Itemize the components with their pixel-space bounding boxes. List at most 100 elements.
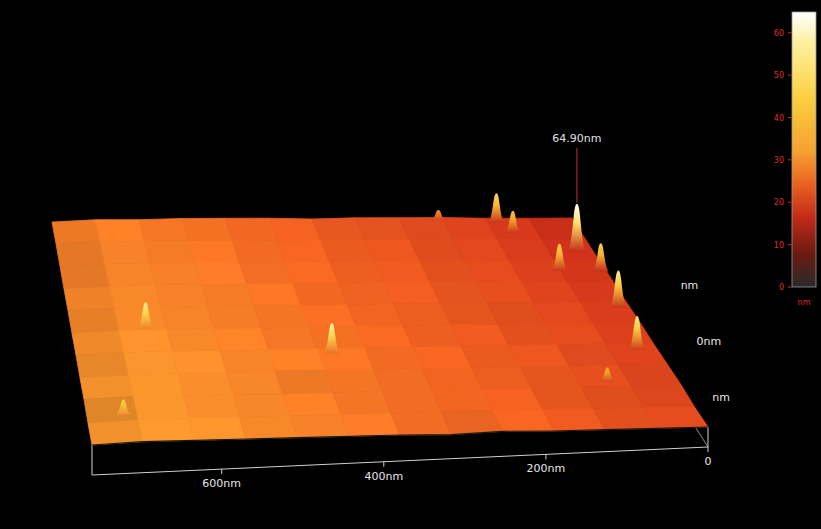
- surface-cell: [208, 305, 262, 328]
- surface-cell: [240, 415, 298, 439]
- surface-cell: [139, 219, 189, 242]
- surface-cell: [124, 352, 178, 375]
- peak: [610, 271, 626, 308]
- colorbar-tick-label: 10: [774, 241, 784, 250]
- surface-cell: [382, 391, 441, 414]
- surface-cell: [268, 349, 325, 371]
- surface-cell: [290, 414, 349, 438]
- peak: [506, 211, 521, 233]
- colorbar-tick: [788, 202, 792, 203]
- y-tick-label: nm: [712, 391, 730, 404]
- surface-cell: [261, 327, 317, 350]
- peak: [552, 244, 567, 271]
- surface-cell: [52, 220, 100, 244]
- surface-cell: [110, 285, 162, 308]
- surface-cell: [100, 241, 150, 264]
- surface-cell: [138, 418, 195, 442]
- x-tick: [221, 469, 222, 474]
- colorbar-tick-label: 60: [774, 29, 784, 38]
- surface-cell: [341, 414, 400, 436]
- peak: [138, 302, 153, 329]
- colorbar-tick: [788, 75, 792, 76]
- colorbar-tick-label: 30: [774, 156, 784, 165]
- peaks: [117, 193, 646, 414]
- peak: [324, 323, 340, 354]
- surface-cell: [240, 261, 293, 284]
- surface-cell: [365, 347, 423, 370]
- surface-cell: [182, 218, 232, 241]
- surface-cell: [293, 283, 347, 306]
- surface-cell: [64, 287, 114, 311]
- surface-cell: [580, 302, 640, 323]
- x-tick-label: 200nm: [527, 462, 566, 475]
- colorbar-tick-label: 20: [774, 198, 784, 207]
- surface-cell: [105, 264, 156, 287]
- surface: [52, 218, 708, 446]
- surface-cell: [227, 371, 283, 394]
- surface-cell: [72, 331, 124, 355]
- peak: [568, 204, 586, 252]
- y-tick-label: nm: [681, 279, 699, 292]
- surface-cell: [119, 330, 172, 352]
- peak: [629, 316, 645, 350]
- peak: [432, 210, 445, 220]
- colorbar-tick: [788, 117, 792, 118]
- surface-edge: [92, 427, 708, 445]
- surface-cell: [301, 305, 356, 327]
- surface-cell: [325, 370, 383, 393]
- surface-cell: [254, 305, 309, 328]
- surface-cell: [276, 370, 333, 394]
- surface-cell: [214, 328, 268, 350]
- surface-cell: [184, 394, 240, 418]
- colorbar-tick-label: 50: [774, 71, 784, 80]
- surface-cell: [593, 323, 654, 344]
- peak: [600, 368, 614, 382]
- surface-cell: [220, 350, 275, 373]
- surface-cell: [232, 240, 285, 262]
- annotations: 64.90nm: [552, 132, 601, 203]
- axes: 0200nm400nm600nmnm0nmnm: [92, 234, 730, 490]
- colorbar: 0 10 20 30 40 50 60 nm: [774, 12, 816, 307]
- surface-cell: [195, 262, 247, 284]
- surface-cell: [374, 368, 432, 391]
- x-tick-label: 0: [705, 455, 712, 468]
- chart: 0200nm400nm600nmnm0nmnm64.90nm0102030405…: [0, 0, 821, 529]
- frame-edge: [708, 427, 709, 447]
- annotation-line: [576, 148, 577, 203]
- surface-cell: [60, 264, 110, 289]
- surface-cell: [161, 307, 214, 330]
- x-tick: [545, 454, 546, 459]
- surface-cell: [442, 411, 503, 435]
- surface-cell: [391, 412, 451, 435]
- x-tick-label: 600nm: [202, 477, 241, 490]
- colorbar-tick: [788, 32, 792, 33]
- colorbar-tick-label: 40: [774, 114, 784, 123]
- surface-cell: [189, 418, 246, 441]
- surface-cell: [150, 262, 201, 285]
- surface-cell: [333, 391, 391, 414]
- x-tick: [383, 462, 384, 467]
- surface-cell: [84, 397, 138, 424]
- plot-area: [52, 193, 708, 445]
- x-tick: [708, 447, 709, 452]
- colorbar-tick: [788, 287, 792, 288]
- surface-cell: [283, 393, 341, 415]
- surface-cell: [178, 373, 233, 397]
- surface-cell: [145, 241, 195, 264]
- surface-cell: [156, 285, 208, 308]
- colorbar-tick: [788, 244, 792, 245]
- frame-edge: [92, 445, 93, 475]
- surface-cell: [56, 241, 105, 266]
- colorbar-tick-label: 0: [779, 283, 784, 292]
- surface-cell: [88, 420, 143, 445]
- annotation-label: 64.90nm: [552, 132, 601, 145]
- peak: [117, 399, 131, 414]
- peak: [489, 193, 504, 222]
- surface-cell: [173, 351, 227, 373]
- surface-cell: [247, 284, 301, 306]
- surface-cell: [134, 396, 190, 420]
- surface-cell: [167, 328, 221, 351]
- colorbar-label: nm: [798, 298, 811, 307]
- colorbar-bar: [792, 12, 816, 287]
- surface-cell: [644, 407, 708, 429]
